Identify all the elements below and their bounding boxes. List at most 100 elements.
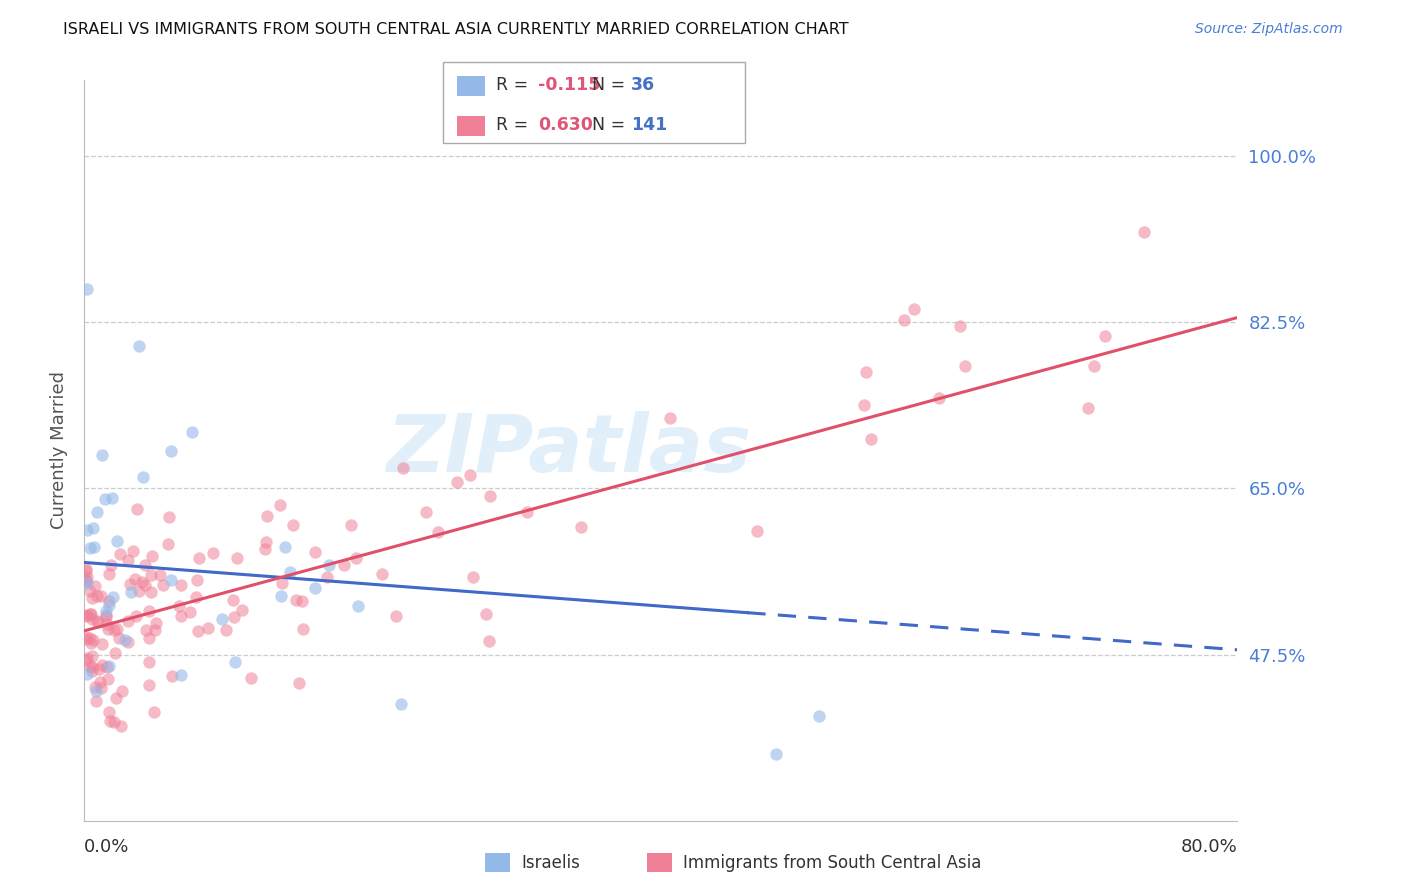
Point xyxy=(75,564,97,578)
Point xyxy=(91,637,114,651)
Point xyxy=(96,616,118,631)
Text: Immigrants from South Central Asia: Immigrants from South Central Asia xyxy=(683,854,981,871)
Point xyxy=(138,604,160,618)
Point xyxy=(75,653,97,667)
Point xyxy=(187,624,209,638)
Point xyxy=(167,599,190,613)
Text: 141: 141 xyxy=(631,116,668,134)
Point xyxy=(215,623,238,637)
Point xyxy=(1077,401,1099,415)
Point xyxy=(270,590,292,604)
Point xyxy=(903,302,925,317)
Point xyxy=(80,591,103,605)
Point xyxy=(145,624,167,638)
Point xyxy=(157,537,180,551)
Point xyxy=(84,683,107,698)
Point xyxy=(134,558,156,572)
Point xyxy=(162,669,184,683)
Point xyxy=(118,576,141,591)
Point xyxy=(125,501,148,516)
Point xyxy=(79,632,101,646)
Text: 0.630: 0.630 xyxy=(538,116,593,134)
Point xyxy=(80,635,103,649)
Point xyxy=(271,575,294,590)
Point xyxy=(224,656,246,670)
Point xyxy=(124,608,146,623)
Text: R =: R = xyxy=(496,116,534,134)
Point xyxy=(83,681,105,695)
Point xyxy=(197,621,219,635)
Point xyxy=(765,747,787,762)
Point xyxy=(659,411,682,425)
Point xyxy=(318,558,340,573)
Point xyxy=(344,550,367,565)
Point xyxy=(80,660,103,674)
Point xyxy=(516,505,538,519)
Point xyxy=(160,573,183,587)
Point xyxy=(149,567,172,582)
Point xyxy=(278,565,301,579)
Point xyxy=(84,694,107,708)
Point xyxy=(138,656,160,670)
Point xyxy=(94,603,117,617)
Point xyxy=(94,492,117,507)
Point xyxy=(80,665,103,679)
Point xyxy=(75,573,97,587)
Point xyxy=(96,660,118,674)
Point xyxy=(83,540,105,554)
Point xyxy=(117,552,139,566)
Point xyxy=(90,589,112,603)
Point xyxy=(152,577,174,591)
Point xyxy=(76,523,98,537)
Point xyxy=(103,623,125,637)
Point xyxy=(100,714,122,728)
Point xyxy=(101,590,124,604)
Point xyxy=(114,632,136,647)
Point xyxy=(80,648,103,663)
Point xyxy=(75,631,97,645)
Point xyxy=(124,572,146,586)
Point xyxy=(475,607,498,621)
Point xyxy=(87,662,110,676)
Point xyxy=(240,671,263,685)
Point xyxy=(79,607,101,621)
Point xyxy=(138,631,160,645)
Point xyxy=(392,461,415,475)
Point xyxy=(1094,329,1116,343)
Point xyxy=(287,676,309,690)
Point xyxy=(76,282,98,296)
Point xyxy=(110,719,132,733)
Point xyxy=(141,549,163,563)
Text: -0.115: -0.115 xyxy=(538,76,600,94)
Point xyxy=(855,365,877,379)
Point xyxy=(181,425,204,439)
Point xyxy=(107,534,129,549)
Point xyxy=(86,590,108,604)
Point xyxy=(370,567,392,582)
Point xyxy=(292,622,315,636)
Point xyxy=(131,574,153,589)
Point xyxy=(953,359,976,373)
Point xyxy=(79,541,101,556)
Point xyxy=(186,573,208,587)
Point xyxy=(304,545,326,559)
Point xyxy=(128,584,150,599)
Point xyxy=(853,399,876,413)
Point xyxy=(111,683,134,698)
Point xyxy=(446,475,468,490)
Point xyxy=(76,667,98,681)
Point xyxy=(211,612,233,626)
Point xyxy=(75,632,97,647)
Point xyxy=(138,678,160,692)
Point xyxy=(142,705,165,719)
Point xyxy=(96,610,118,624)
Point xyxy=(84,579,107,593)
Point xyxy=(139,568,162,582)
Point xyxy=(291,594,314,608)
Point xyxy=(117,635,139,649)
Point xyxy=(460,467,482,482)
Point xyxy=(304,581,326,595)
Point xyxy=(97,672,120,686)
Point xyxy=(101,491,124,506)
Point xyxy=(76,570,98,584)
